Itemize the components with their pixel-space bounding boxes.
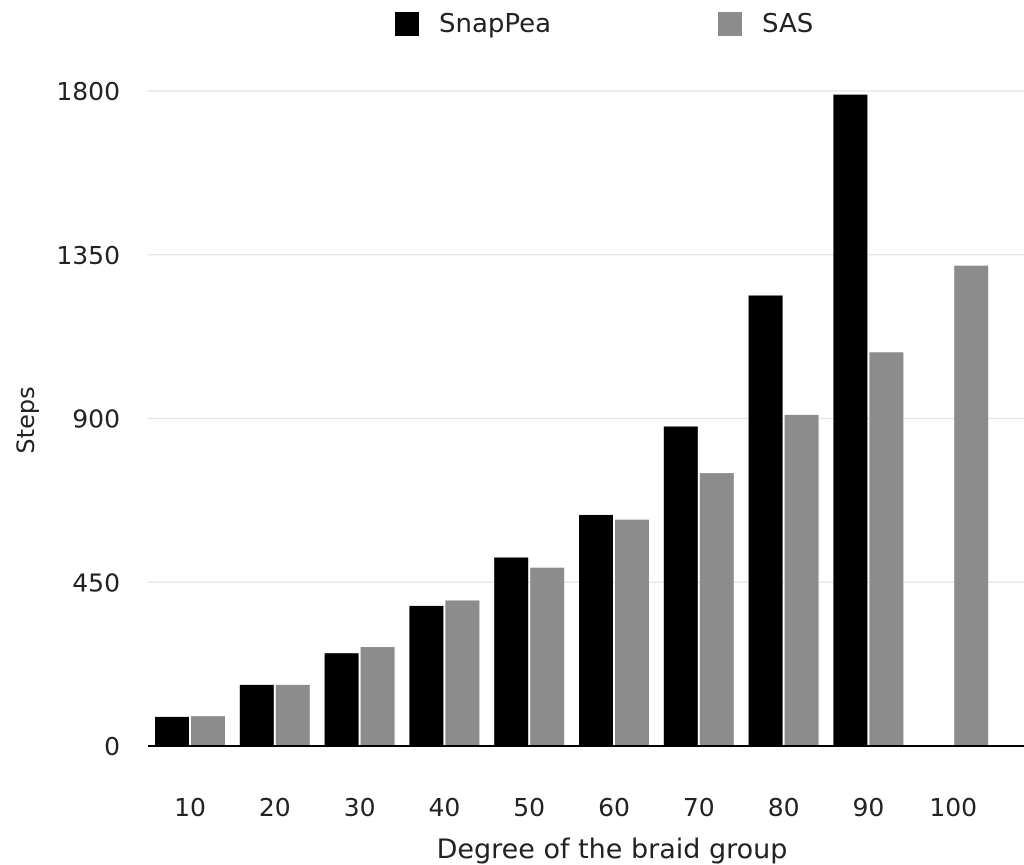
bar-snappea-80 [748, 295, 783, 746]
legend: SnapPea SAS [0, 6, 1024, 42]
y-tick-label: 900 [72, 405, 120, 434]
legend-label-sas: SAS [762, 9, 814, 39]
bar-sas-10 [191, 716, 225, 746]
bar-snappea-60 [579, 514, 613, 746]
legend-swatch-snappea [395, 12, 419, 36]
bar-sas-50 [530, 567, 565, 746]
bars [155, 94, 989, 746]
bar-snappea-70 [663, 426, 698, 746]
bar-snappea-30 [324, 653, 359, 746]
bar-sas-90 [869, 352, 904, 746]
x-tick-label: 10 [174, 793, 206, 822]
x-tick-label: 60 [598, 793, 630, 822]
x-tick-label: 90 [852, 793, 884, 822]
x-tick-label: 40 [428, 793, 460, 822]
bar-sas-20 [275, 684, 310, 746]
bar-sas-40 [445, 600, 480, 746]
bar-snappea-50 [494, 557, 529, 746]
y-tick-label: 1350 [56, 241, 120, 270]
bar-sas-70 [699, 473, 734, 746]
x-tick-label: 30 [344, 793, 376, 822]
bar-sas-30 [360, 647, 395, 746]
legend-item-snappea: SnapPea [395, 6, 551, 42]
x-tick-label: 70 [683, 793, 715, 822]
x-axis-label: Degree of the braid group [437, 834, 788, 865]
bar-sas-60 [615, 519, 649, 746]
legend-swatch-sas [718, 12, 742, 36]
x-tick-label: 20 [259, 793, 291, 822]
bar-snappea-20 [239, 684, 274, 746]
legend-label-snappea: SnapPea [439, 9, 552, 39]
y-tick-labels: 0 450 900 1350 1800 [56, 77, 120, 761]
bar-sas-100 [954, 265, 989, 746]
y-tick-label: 1800 [56, 77, 120, 106]
bar-snappea-10 [155, 716, 189, 746]
x-tick-label: 50 [513, 793, 545, 822]
bar-sas-80 [784, 414, 819, 746]
bar-snappea-90 [833, 94, 868, 746]
legend-item-sas: SAS [718, 6, 813, 42]
x-tick-labels: 10 20 30 40 50 60 70 80 90 100 [174, 793, 977, 822]
y-axis-label: Steps [12, 386, 40, 453]
x-tick-label: 100 [929, 793, 977, 822]
y-tick-label: 450 [72, 568, 120, 597]
y-tick-label: 0 [104, 732, 120, 761]
bar-snappea-40 [409, 605, 444, 746]
x-tick-label: 80 [768, 793, 800, 822]
